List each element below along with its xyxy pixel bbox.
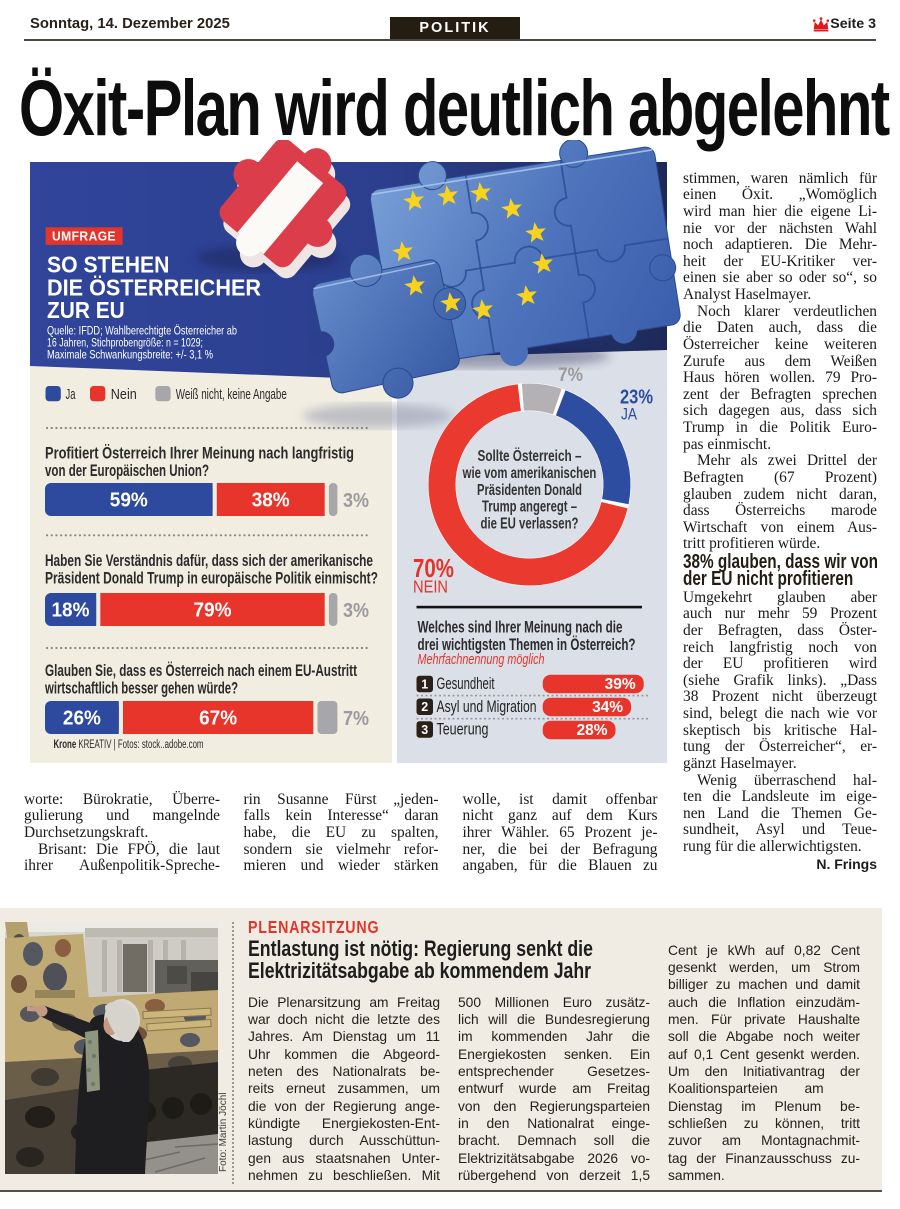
svg-text:28%: 28% <box>576 722 607 739</box>
svg-text:drei wichtigsten Themen in Öst: drei wichtigsten Themen in Österreich? <box>418 635 636 654</box>
svg-text:wie vom amerikanischen: wie vom amerikanischen <box>462 465 596 482</box>
svg-text:die EU verlassen?: die EU verlassen? <box>481 516 579 533</box>
svg-text:JA: JA <box>621 406 637 424</box>
svg-text:Mehrfachnennung möglich: Mehrfachnennung möglich <box>418 651 545 668</box>
svg-text:79%: 79% <box>194 600 232 622</box>
svg-text:3: 3 <box>421 723 428 737</box>
svg-text:3%: 3% <box>343 600 369 622</box>
svg-text:18%: 18% <box>52 600 90 622</box>
svg-text:23%: 23% <box>620 387 653 409</box>
svg-text:Präsident Donald Trump in euro: Präsident Donald Trump in europäische Po… <box>45 569 378 587</box>
svg-text:26%: 26% <box>63 708 101 730</box>
svg-text:Sollte Österreich –: Sollte Österreich – <box>478 448 582 465</box>
svg-text:Haben Sie Verständnis dafür, d: Haben Sie Verständnis dafür, dass sich d… <box>45 552 373 570</box>
svg-text:Profitiert Österreich Ihrer Me: Profitiert Österreich Ihrer Meinung nach… <box>45 444 354 463</box>
svg-text:SO STEHEN: SO STEHEN <box>47 251 170 277</box>
svg-text:59%: 59% <box>110 490 148 512</box>
svg-text:Maximale Schwankungsbreite: +: Maximale Schwankungsbreite: +/- 3,1 % <box>47 347 213 361</box>
svg-text:Weiß nicht, keine Angabe: Weiß nicht, keine Angabe <box>176 387 287 403</box>
svg-text:NEIN: NEIN <box>413 577 448 597</box>
svg-text:Quelle: IFDD; Wahlberechtigte: Quelle: IFDD; Wahlberechtigte Österreich… <box>47 323 237 337</box>
svg-text:7%: 7% <box>343 708 369 730</box>
svg-text:Nein: Nein <box>111 387 137 403</box>
svg-text:Gesundheit: Gesundheit <box>437 675 495 693</box>
svg-text:1: 1 <box>421 677 428 691</box>
svg-text:3%: 3% <box>343 490 369 512</box>
svg-text:von der Europäischen Union?: von der Europäischen Union? <box>45 462 209 480</box>
svg-text:UMFRAGE: UMFRAGE <box>52 229 116 244</box>
svg-text:ZUR EU: ZUR EU <box>47 297 125 323</box>
svg-text:38%: 38% <box>252 490 290 512</box>
svg-text:Teuerung: Teuerung <box>437 721 489 739</box>
svg-text:Trump angeregt –: Trump angeregt – <box>482 499 577 516</box>
svg-text:16 Jahren, Stichprobengröße: n: 16 Jahren, Stichprobengröße: n = 1029; <box>47 335 203 349</box>
svg-text:Ja: Ja <box>66 387 77 403</box>
svg-text:Krone KREATIV | Fotos: stock..: Krone KREATIV | Fotos: stock..adobe.com <box>54 739 204 751</box>
svg-text:34%: 34% <box>592 699 623 716</box>
svg-text:wirtschaftlich besser gehen wü: wirtschaftlich besser gehen würde? <box>44 679 238 697</box>
svg-text:Präsidenten Donald: Präsidenten Donald <box>477 482 582 499</box>
svg-text:39%: 39% <box>605 676 636 693</box>
svg-text:DIE ÖSTERREICHER: DIE ÖSTERREICHER <box>47 275 261 301</box>
svg-text:67%: 67% <box>199 708 237 730</box>
svg-text:7%: 7% <box>558 364 583 386</box>
svg-text:2: 2 <box>421 700 428 714</box>
svg-text:70%: 70% <box>413 553 454 583</box>
svg-text:Asyl und Migration: Asyl und Migration <box>437 698 537 716</box>
svg-text:Welches sind Ihrer Meinung nac: Welches sind Ihrer Meinung nach die <box>418 618 623 637</box>
svg-text:Glauben Sie, dass es Österreic: Glauben Sie, dass es Österreich nach ein… <box>45 661 357 680</box>
